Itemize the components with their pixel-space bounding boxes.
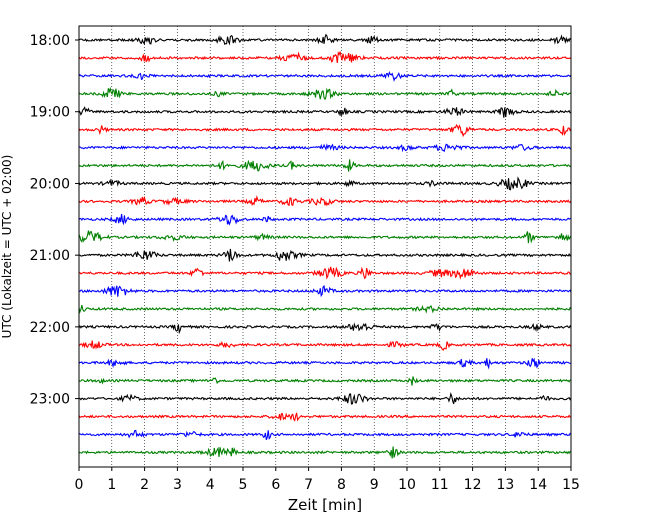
- trace-1815: [78, 51, 572, 64]
- x-tick-label-9: 9: [370, 477, 379, 493]
- y-axis-ticks: 18:00 19:00 20:00 21:00 22:00 23:00: [30, 33, 79, 408]
- trace-2045: [78, 230, 572, 244]
- x-axis-ticks: 0 1 2 3 4 5 6 7 8 9 10 11 12 13 14 15: [75, 467, 580, 493]
- y-tick-label-4: 22:00: [30, 320, 70, 336]
- x-tick-label-15: 15: [562, 477, 580, 493]
- x-tick-label-2: 2: [140, 477, 149, 493]
- trace-2215: [78, 340, 572, 351]
- x-tick-label-12: 12: [464, 477, 482, 493]
- x-tick-label-1: 1: [107, 477, 116, 493]
- seismic-traces: [78, 33, 572, 459]
- trace-1930: [78, 143, 572, 153]
- trace-2145: [78, 304, 572, 314]
- plot-frame: [78, 25, 572, 468]
- trace-2300: [78, 392, 572, 405]
- y-tick-label-3: 21:00: [30, 248, 70, 264]
- trace-1830: [78, 70, 572, 82]
- trace-2330: [78, 429, 572, 441]
- trace-2245: [78, 376, 572, 386]
- x-tick-label-11: 11: [431, 477, 449, 493]
- trace-2000: [78, 176, 572, 191]
- trace-1945: [78, 159, 572, 172]
- x-tick-label-5: 5: [239, 477, 248, 493]
- x-tick-label-10: 10: [398, 477, 416, 493]
- trace-1900: [78, 106, 572, 118]
- trace-1800: [78, 33, 572, 46]
- x-tick-label-0: 0: [75, 477, 84, 493]
- y-tick-label-0: 18:00: [30, 33, 70, 49]
- trace-2100: [78, 248, 572, 262]
- x-tick-label-4: 4: [206, 477, 215, 493]
- y-tick-label-5: 23:00: [30, 392, 70, 408]
- y-tick-label-2: 20:00: [30, 176, 70, 192]
- x-tick-label-6: 6: [271, 477, 280, 493]
- trace-2115: [78, 266, 572, 280]
- trace-2015: [78, 195, 572, 207]
- x-tick-label-3: 3: [173, 477, 182, 493]
- trace-1845: [78, 86, 572, 101]
- y-axis-label: UTC (Lokalzeit = UTC + 02:00): [0, 155, 14, 339]
- x-tick-label-8: 8: [337, 477, 346, 493]
- x-tick-label-13: 13: [496, 477, 514, 493]
- trace-2200: [78, 322, 572, 335]
- x-tick-label-7: 7: [304, 477, 313, 493]
- trace-2345: [78, 446, 572, 459]
- trace-2230: [78, 357, 572, 370]
- y-tick-label-1: 19:00: [30, 105, 70, 121]
- x-axis-label: Zeit [min]: [288, 496, 362, 514]
- trace-2315: [78, 412, 572, 422]
- trace-1915: [78, 123, 572, 138]
- x-tick-label-14: 14: [529, 477, 547, 493]
- trace-2130: [78, 284, 572, 298]
- trace-2030: [78, 214, 572, 226]
